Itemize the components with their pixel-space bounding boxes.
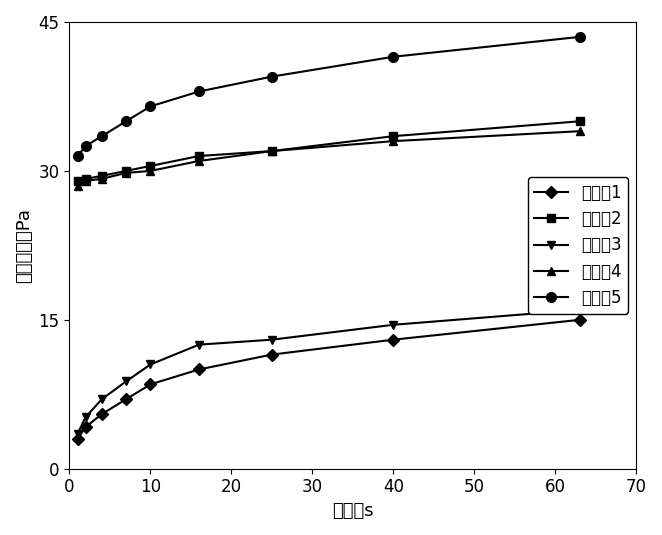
Legend: 实施兣1, 实施兣2, 实施兣3, 实施兣4, 实施兣5: 实施兣1, 实施兣2, 实施兣3, 实施兣4, 实施兣5 <box>528 177 628 314</box>
X-axis label: 时间，s: 时间，s <box>332 502 374 520</box>
Y-axis label: 弹性模量，Pa: 弹性模量，Pa <box>15 208 33 283</box>
